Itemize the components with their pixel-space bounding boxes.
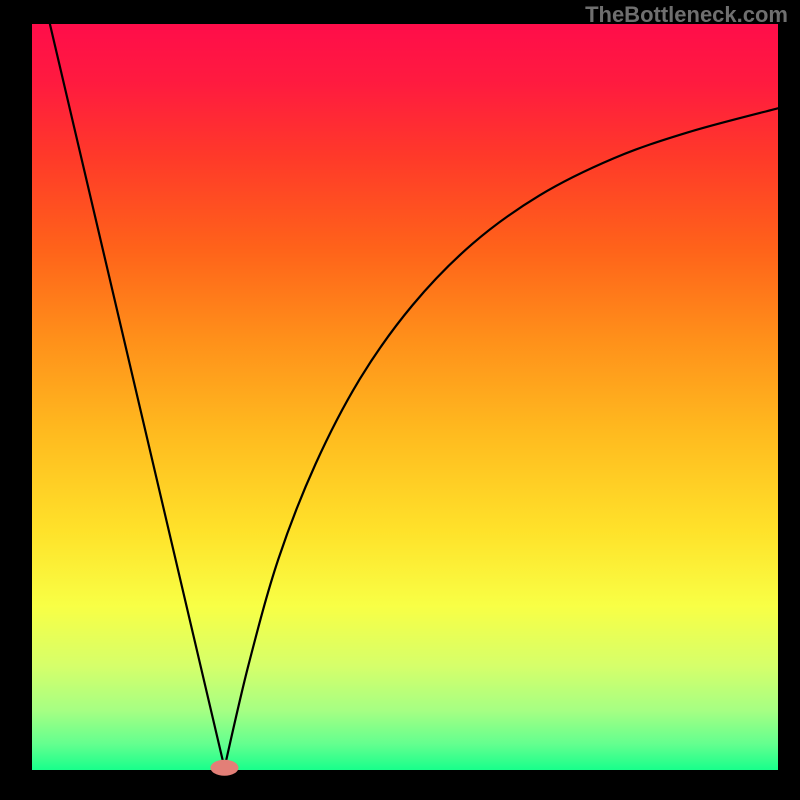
optimal-marker xyxy=(210,760,238,776)
chart-container: TheBottleneck.com xyxy=(0,0,800,800)
watermark-text: TheBottleneck.com xyxy=(585,2,788,28)
bottleneck-chart xyxy=(0,0,800,800)
plot-background xyxy=(32,24,778,770)
